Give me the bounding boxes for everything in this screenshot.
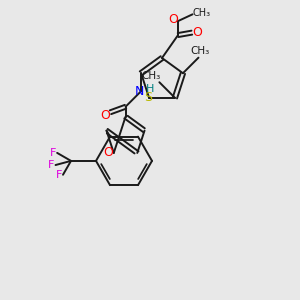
Text: CH₃: CH₃ (142, 71, 161, 81)
Text: F: F (50, 148, 56, 158)
Text: S: S (144, 91, 152, 104)
Text: O: O (168, 13, 178, 26)
Text: F: F (48, 160, 55, 170)
Text: O: O (103, 146, 113, 159)
Text: CH₃: CH₃ (191, 46, 210, 56)
Text: O: O (100, 109, 110, 122)
Text: CH₃: CH₃ (193, 8, 211, 18)
Text: O: O (192, 26, 202, 39)
Text: H: H (146, 84, 154, 94)
Text: N: N (134, 85, 144, 98)
Text: F: F (56, 170, 62, 180)
